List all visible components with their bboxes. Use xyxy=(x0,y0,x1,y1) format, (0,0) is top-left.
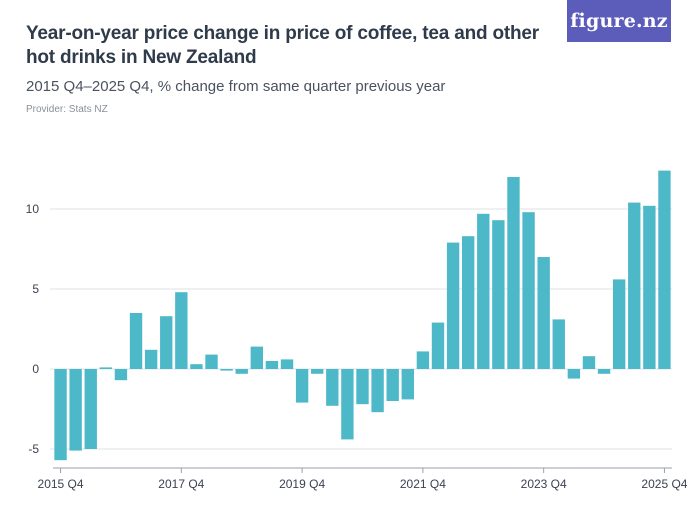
bar xyxy=(99,367,113,369)
bar xyxy=(492,220,505,369)
bar xyxy=(628,202,641,369)
chart-title: Year-on-year price change in price of co… xyxy=(26,23,539,68)
bar xyxy=(114,369,128,381)
y-tick-label: 5 xyxy=(32,282,39,296)
bar xyxy=(326,369,339,406)
figure-nz-logo[interactable]: figure.nz xyxy=(567,0,671,42)
bar xyxy=(144,349,158,369)
bar xyxy=(69,369,82,451)
bar xyxy=(522,212,535,369)
bar xyxy=(461,236,475,369)
y-tick-label: 10 xyxy=(26,202,40,216)
bar xyxy=(54,369,67,461)
bar xyxy=(190,364,203,369)
bar xyxy=(341,369,354,440)
bar xyxy=(356,369,369,405)
bar xyxy=(582,356,596,369)
bar xyxy=(250,346,264,369)
chart-header: Year-on-year price change in price of co… xyxy=(26,22,546,115)
bar xyxy=(129,313,143,369)
bar xyxy=(567,369,581,379)
provider-label: Provider: Stats NZ xyxy=(26,104,108,115)
bar xyxy=(431,322,445,369)
y-tick-label: 0 xyxy=(32,362,39,376)
logo-text: figure.nz xyxy=(570,10,668,32)
bar xyxy=(401,369,414,400)
x-tick-label: 2021 Q4 xyxy=(400,477,446,491)
bar xyxy=(160,316,173,369)
bar xyxy=(643,205,656,369)
bar xyxy=(371,369,384,413)
chart-subtitle: 2015 Q4–2025 Q4, % change from same quar… xyxy=(26,78,446,95)
bar xyxy=(612,279,626,369)
x-tick-label: 2019 Q4 xyxy=(279,477,325,491)
bar xyxy=(205,354,218,369)
bar xyxy=(175,292,188,369)
bar xyxy=(265,361,279,369)
bar xyxy=(446,242,460,369)
bar xyxy=(477,213,490,369)
bar xyxy=(386,369,399,401)
bar xyxy=(416,351,430,369)
bar xyxy=(507,177,520,369)
x-tick-label: 2025 Q4 xyxy=(641,477,687,491)
bar xyxy=(537,257,550,369)
x-tick-label: 2015 Q4 xyxy=(38,477,84,491)
bar xyxy=(658,170,671,369)
bar xyxy=(84,369,97,449)
bar xyxy=(311,369,324,374)
bar xyxy=(280,359,294,369)
x-tick-label: 2023 Q4 xyxy=(521,477,567,491)
y-tick-label: -5 xyxy=(28,442,39,456)
bar xyxy=(597,369,611,374)
bar xyxy=(220,369,233,371)
bar xyxy=(295,369,309,403)
bar xyxy=(552,319,565,369)
bar xyxy=(235,369,248,374)
x-tick-label: 2017 Q4 xyxy=(158,477,204,491)
